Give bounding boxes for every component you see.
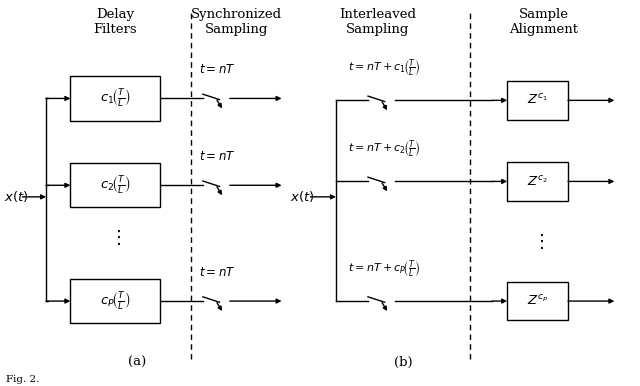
Bar (70, 76, 160, 120)
Text: $c_P\!\left(\frac{T}{L}\right)$: $c_P\!\left(\frac{T}{L}\right)$ (100, 290, 131, 312)
Text: $c_2\!\left(\frac{T}{L}\right)$: $c_2\!\left(\frac{T}{L}\right)$ (100, 174, 131, 196)
Text: $Z^{c_2}$: $Z^{c_2}$ (527, 174, 548, 188)
Text: $t = nT$: $t = nT$ (199, 150, 235, 163)
Text: Interleaved
Sampling: Interleaved Sampling (339, 8, 416, 36)
Bar (507, 162, 568, 201)
Text: (a): (a) (129, 356, 147, 369)
Text: Synchronized
Sampling: Synchronized Sampling (191, 8, 282, 36)
Text: $t = nT + c_1\!\left(\frac{T}{L}\right)$: $t = nT + c_1\!\left(\frac{T}{L}\right)$ (348, 58, 420, 79)
Text: $\vdots$: $\vdots$ (532, 232, 543, 251)
Bar (70, 163, 160, 208)
Bar (70, 279, 160, 323)
Text: $t = nT$: $t = nT$ (199, 63, 235, 76)
Text: $c_1\!\left(\frac{T}{L}\right)$: $c_1\!\left(\frac{T}{L}\right)$ (100, 88, 131, 109)
Bar (507, 282, 568, 320)
Text: Delay
Filters: Delay Filters (93, 8, 137, 36)
Text: $t = nT$: $t = nT$ (199, 266, 235, 279)
Text: $t = nT + c_2\!\left(\frac{T}{L}\right)$: $t = nT + c_2\!\left(\frac{T}{L}\right)$ (348, 139, 420, 160)
Text: $x(t)$: $x(t)$ (4, 190, 29, 204)
Text: $Z^{c_1}$: $Z^{c_1}$ (527, 93, 548, 107)
Text: Fig. 2.: Fig. 2. (6, 375, 40, 384)
Text: $\vdots$: $\vdots$ (109, 228, 121, 247)
Text: $x(t)$: $x(t)$ (290, 190, 314, 204)
Text: (b): (b) (394, 356, 413, 369)
Text: Sample
Alignment: Sample Alignment (509, 8, 579, 36)
Bar (507, 81, 568, 120)
Text: $Z^{c_P}$: $Z^{c_P}$ (527, 294, 548, 308)
Text: $t = nT + c_P\!\left(\frac{T}{L}\right)$: $t = nT + c_P\!\left(\frac{T}{L}\right)$ (348, 259, 420, 280)
